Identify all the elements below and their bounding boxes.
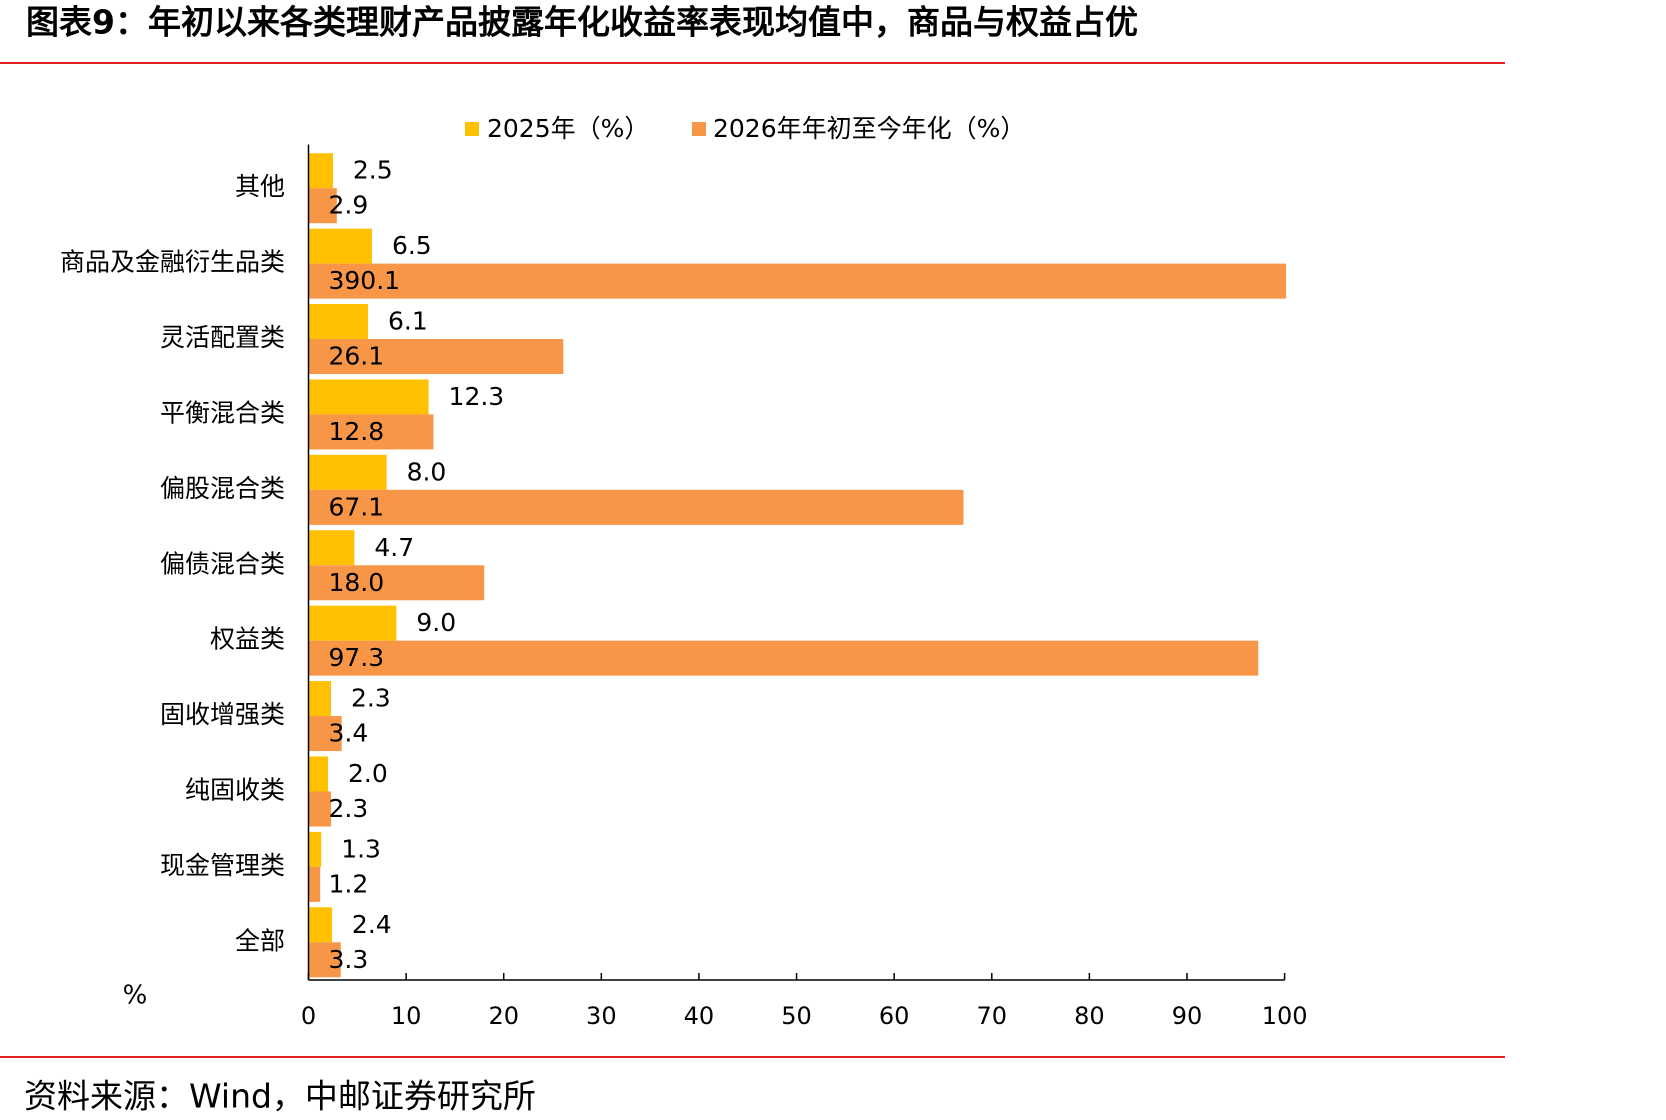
data-label: 67.1 [329,492,385,521]
plot-area [308,153,1286,978]
data-label: 6.5 [392,231,432,260]
bar [308,831,322,867]
legend-swatch [465,122,479,136]
x-tick-label: 70 [976,1002,1007,1030]
data-label: 1.2 [329,869,369,898]
y-tick-label: 固收增强类 [160,700,285,729]
bar [308,454,387,490]
x-tick-label: 80 [1074,1002,1105,1030]
bar [308,605,397,641]
legend-label: 2026年年初至今年化（%） [713,114,1025,143]
bar [308,565,485,601]
bar [308,907,332,943]
bar [308,866,321,902]
data-label: 2.4 [352,910,392,939]
y-tick-label: 全部 [235,926,285,955]
data-label: 2.3 [351,684,391,713]
data-label: 1.3 [341,834,381,863]
y-tick-label: 商品及金融衍生品类 [60,248,285,277]
bar [308,756,329,792]
y-tick-label: 平衡混合类 [160,398,285,427]
legend-swatch [692,122,706,136]
data-label: 97.3 [329,643,385,672]
chart-title: 图表9：年初以来各类理财产品披露年化收益率表现均值中，商品与权益占优 [26,3,1138,42]
y-tick-label: 纯固收类 [185,775,285,804]
bar [308,716,342,752]
data-label: 12.8 [329,417,385,446]
data-label: 3.3 [329,945,369,974]
x-tick-label: 40 [684,1002,715,1030]
data-label: 4.7 [374,533,414,562]
x-tick-label: 20 [488,1002,519,1030]
x-axis-label: % [123,981,148,1011]
y-tick-label: 偏债混合类 [160,549,285,578]
data-label: 8.0 [407,457,447,486]
y-tick-label: 偏股混合类 [160,474,285,503]
data-label: 12.3 [449,382,505,411]
bar [308,153,333,189]
bar [308,942,341,978]
y-tick-label: 现金管理类 [160,851,285,880]
source: 资料来源：Wind，中邮证券研究所 [24,1077,536,1116]
bar [308,791,331,827]
bar [308,339,564,375]
bar [308,681,331,717]
legend-label: 2025年（%） [487,114,649,143]
data-label: 2.9 [329,191,369,220]
data-label: 2.0 [348,759,388,788]
bar [308,640,1259,676]
data-label: 2.5 [353,156,393,185]
data-label: 26.1 [329,342,385,371]
y-tick-label: 权益类 [210,625,285,654]
data-label: 390.1 [329,266,401,295]
data-label: 9.0 [416,608,456,637]
bar [308,263,1286,299]
bar [308,489,964,525]
data-label: 6.1 [388,307,428,336]
data-label: 18.0 [329,568,385,597]
x-tick-label: 100 [1262,1002,1308,1030]
bar [308,530,355,566]
x-tick-label: 60 [879,1002,910,1030]
y-tick-label: 灵活配置类 [160,323,285,352]
bar [308,414,434,450]
bar [308,379,429,415]
y-tick-label: 其他 [235,172,285,201]
data-label: 2.3 [329,794,369,823]
bar [308,188,337,224]
x-tick-label: 30 [586,1002,617,1030]
x-tick-label: 90 [1172,1002,1203,1030]
x-tick-label: 50 [781,1002,812,1030]
x-tick-label: 0 [301,1002,316,1030]
bar [308,304,369,340]
x-tick-label: 10 [391,1002,422,1030]
bar [308,228,372,264]
data-label: 3.4 [329,719,369,748]
